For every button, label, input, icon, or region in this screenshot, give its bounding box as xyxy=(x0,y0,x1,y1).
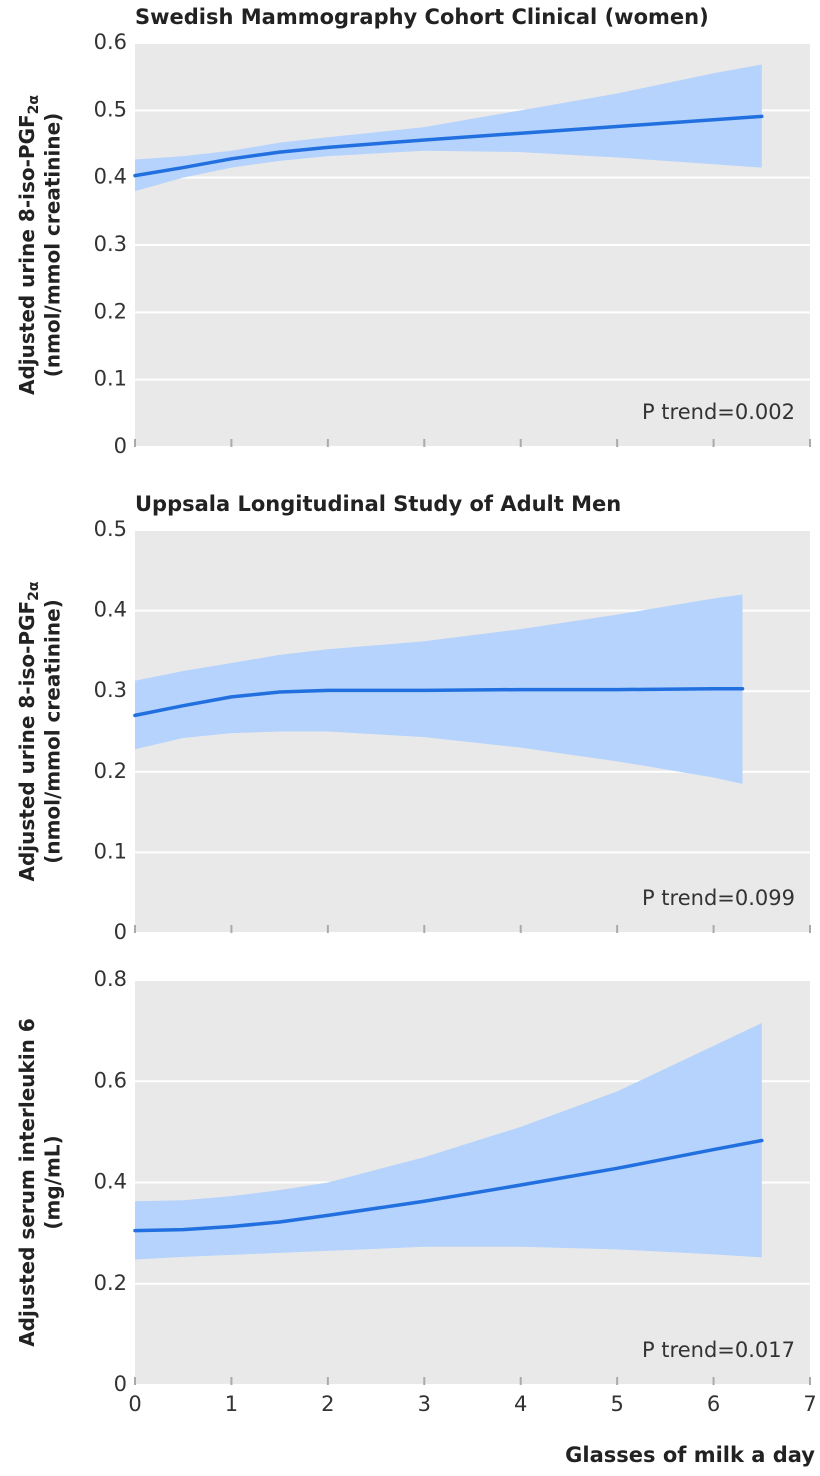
x-tick-label: 2 xyxy=(321,1392,334,1416)
y-tick-label: 0.2 xyxy=(94,1271,127,1295)
y-tick-label: 0.3 xyxy=(94,232,127,256)
y-tick-label: 0.6 xyxy=(94,30,127,54)
y-axis-label-subscript: 2α xyxy=(26,95,42,115)
line xyxy=(133,114,764,178)
x-axis-label: Glasses of milk a day xyxy=(565,1443,815,1467)
y-tick-label: 0 xyxy=(114,1372,127,1396)
y-axis-label: (mg/mL) xyxy=(41,1135,65,1229)
y-tick-label: 0.3 xyxy=(94,678,127,702)
panel-title: Uppsala Longitudinal Study of Adult Men xyxy=(135,492,621,516)
y-tick-label: 0.2 xyxy=(94,759,127,783)
annotation: P trend=0.002 xyxy=(642,400,795,424)
y-axis-label: (nmol/mmol creatinine) xyxy=(41,113,65,378)
y-tick-label: 0 xyxy=(114,434,127,458)
y-tick-label: 0.1 xyxy=(94,367,127,391)
y-axis-label: Adjusted urine 8-iso-PGF2α xyxy=(15,95,43,395)
x-tick-label: 6 xyxy=(707,1392,720,1416)
y-tick-label: 0.4 xyxy=(94,165,127,189)
annotation: P trend=0.017 xyxy=(642,1338,795,1362)
y-axis-label: Adjusted serum interleukin 6 xyxy=(15,1018,39,1347)
x-tick-label: 5 xyxy=(610,1392,623,1416)
line xyxy=(133,1138,764,1233)
x-tick-label: 1 xyxy=(225,1392,238,1416)
y-axis-label: (nmol/mmol creatinine) xyxy=(41,599,65,864)
y-tick-label: 0 xyxy=(114,920,127,944)
confidence-band xyxy=(135,1023,762,1260)
y-tick-label: 0.5 xyxy=(94,97,127,121)
y-tick-label: 0.4 xyxy=(94,598,127,622)
x-tick-label: 4 xyxy=(514,1392,527,1416)
x-tick-label: 0 xyxy=(128,1392,141,1416)
y-tick-label: 0.2 xyxy=(94,299,127,323)
y-axis-label-text: Adjusted urine 8-iso-PGF xyxy=(15,601,39,882)
x-tick-label: 7 xyxy=(803,1392,816,1416)
y-axis-label-text: Adjusted urine 8-iso-PGF xyxy=(15,114,39,395)
y-tick-label: 0.1 xyxy=(94,839,127,863)
y-tick-label: 0.8 xyxy=(94,967,127,991)
y-tick-label: 0.5 xyxy=(94,517,127,541)
line xyxy=(133,687,745,718)
confidence-band xyxy=(135,64,762,192)
annotation: P trend=0.099 xyxy=(642,886,795,910)
y-axis-label-text: Adjusted serum interleukin 6 xyxy=(15,1018,39,1347)
panel-title: Swedish Mammography Cohort Clinical (wom… xyxy=(135,5,709,29)
y-tick-label: 0.6 xyxy=(94,1068,127,1092)
y-tick-label: 0.4 xyxy=(94,1170,127,1194)
x-tick-label: 3 xyxy=(418,1392,431,1416)
y-axis-label-subscript: 2α xyxy=(26,581,42,601)
y-axis-label: Adjusted urine 8-iso-PGF2α xyxy=(15,581,43,881)
